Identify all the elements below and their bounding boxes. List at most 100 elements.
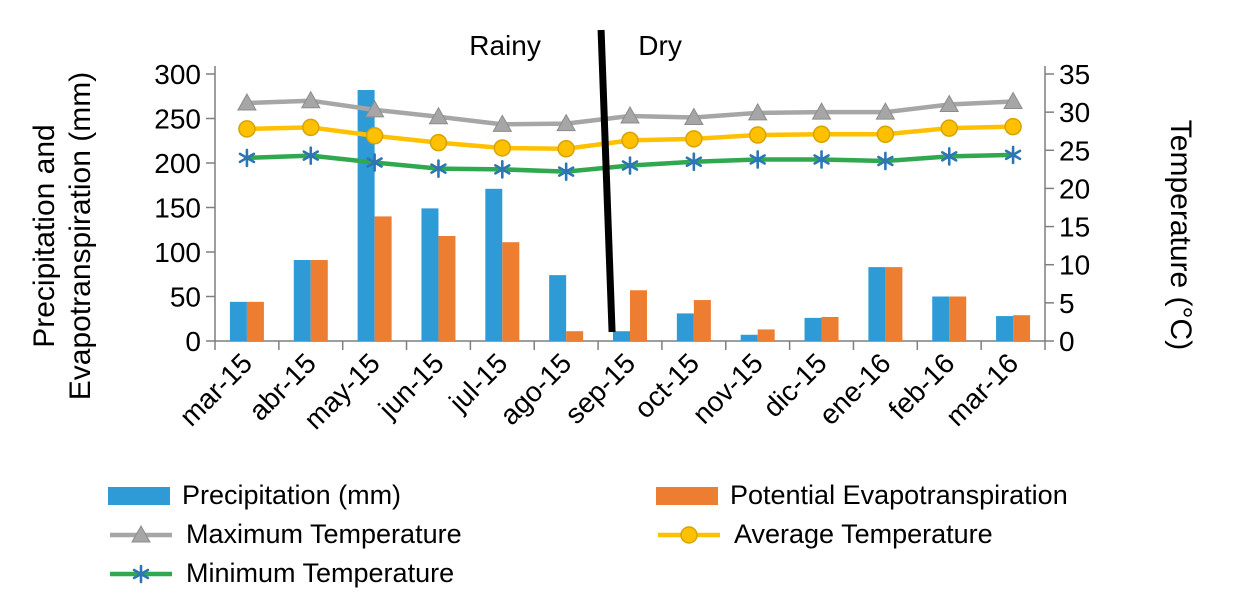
triangle-marker bbox=[237, 92, 257, 111]
triangle-marker bbox=[747, 102, 768, 121]
right-axis-tick-label: 15 bbox=[1059, 212, 1090, 243]
bar-precipitation-mar-16 bbox=[996, 316, 1014, 341]
bar-precipitation-sep-15 bbox=[613, 331, 630, 341]
legend-label-precipitation: Precipitation (mm) bbox=[182, 480, 402, 510]
circle-marker bbox=[940, 119, 958, 137]
circle-marker bbox=[621, 131, 639, 150]
right-axis-tick-label: 20 bbox=[1059, 173, 1090, 204]
legend-item-precipitation: Precipitation (mm) bbox=[108, 480, 656, 511]
rainy-season-label: Rainy bbox=[469, 30, 541, 61]
bar-precipitation-mar-15 bbox=[229, 301, 247, 341]
bar-precipitation-jul-15 bbox=[485, 188, 503, 341]
left-axis-tick-label: 250 bbox=[154, 104, 201, 135]
bar-precipitation-nov-15 bbox=[740, 334, 758, 341]
circle-marker bbox=[238, 120, 256, 138]
legend-line-swatch-graphic bbox=[110, 524, 172, 542]
bar-precipitation-may-15 bbox=[357, 90, 375, 342]
right-axis-tick-label: 25 bbox=[1059, 135, 1090, 166]
left-axis-tick-label: 150 bbox=[154, 193, 201, 224]
legend-line-swatch-graphic bbox=[658, 525, 720, 544]
left-axis-tick-label: 0 bbox=[185, 326, 201, 357]
asterisk-marker bbox=[366, 157, 383, 168]
x-axis-tick-label: mar-16 bbox=[940, 347, 1025, 432]
right-axis-tick-label: 10 bbox=[1059, 250, 1090, 281]
legend: Precipitation (mm) Potential Evapotransp… bbox=[108, 480, 1068, 589]
minimum-temperature-swatch bbox=[108, 562, 174, 586]
circle-marker bbox=[429, 133, 448, 152]
asterisk-marker bbox=[1004, 149, 1022, 161]
triangle-marker bbox=[364, 99, 385, 118]
left-axis-tick-label: 50 bbox=[170, 282, 201, 313]
legend-label-average-temperature: Average Temperature bbox=[734, 519, 993, 549]
bar-precipitation-ene-16 bbox=[868, 267, 886, 341]
circle-marker bbox=[365, 127, 384, 145]
bar-evapotranspiration-mar-15 bbox=[246, 301, 264, 341]
triangle-marker bbox=[1003, 91, 1023, 109]
bar-evapotranspiration-jun-15 bbox=[438, 235, 456, 341]
bar-precipitation-jun-15 bbox=[421, 208, 439, 341]
legend-label-potential-evapotranspiration: Potential Evapotranspiration bbox=[730, 480, 1068, 510]
triangle-marker bbox=[428, 106, 449, 125]
bar-evapotranspiration-sep-15 bbox=[630, 290, 647, 341]
bar-evapotranspiration-feb-16 bbox=[949, 296, 967, 341]
left-axis-tick-label: 300 bbox=[154, 59, 201, 90]
asterisk-marker bbox=[685, 156, 703, 168]
bar-precipitation-dic-15 bbox=[804, 317, 822, 341]
circle-marker bbox=[685, 130, 703, 148]
triangle-marker bbox=[939, 94, 960, 113]
x-axis-tick-label: sep-15 bbox=[559, 347, 641, 429]
circle-marker bbox=[748, 126, 767, 144]
triangle-marker bbox=[875, 102, 896, 120]
asterisk-marker bbox=[621, 160, 639, 171]
bar-evapotranspiration-nov-15 bbox=[757, 329, 775, 341]
legend-item-maximum-temperature: Maximum Temperature bbox=[108, 519, 656, 550]
circle-marker bbox=[876, 125, 895, 144]
x-axis-tick-label: nov-15 bbox=[686, 347, 768, 429]
season-divider-line bbox=[597, 29, 616, 333]
bar-evapotranspiration-oct-15 bbox=[693, 300, 711, 341]
bar-evapotranspiration-ago-15 bbox=[566, 331, 584, 341]
circle-marker bbox=[1004, 117, 1022, 136]
x-axis-tick-label: jun-15 bbox=[372, 347, 450, 425]
x-axis-tick-label: ago-15 bbox=[494, 347, 578, 431]
circle-marker bbox=[680, 525, 698, 544]
bar-precipitation-abr-15 bbox=[293, 260, 311, 341]
bar-evapotranspiration-may-15 bbox=[374, 216, 392, 341]
right-axis-tick-label: 0 bbox=[1059, 326, 1075, 357]
bar-precipitation-oct-15 bbox=[676, 313, 694, 341]
asterisk-marker bbox=[494, 164, 511, 175]
right-axis-tick-label: 30 bbox=[1059, 97, 1090, 128]
asterisk-marker bbox=[813, 154, 830, 165]
triangle-marker bbox=[300, 90, 321, 109]
x-axis-tick-label: ene-16 bbox=[813, 347, 897, 431]
asterisk-marker bbox=[430, 163, 447, 174]
right-axis-tick-label: 35 bbox=[1059, 59, 1090, 90]
legend-item-minimum-temperature: Minimum Temperature bbox=[108, 558, 656, 589]
asterisk-marker bbox=[302, 150, 319, 161]
legend-item-potential-evapotranspiration: Potential Evapotranspiration bbox=[656, 480, 1068, 511]
bar-precipitation-ago-15 bbox=[549, 275, 567, 341]
x-axis-tick-label: mar-15 bbox=[174, 347, 259, 432]
circle-marker bbox=[557, 140, 575, 158]
dry-season-label: Dry bbox=[638, 30, 682, 61]
precipitation-swatch bbox=[108, 486, 170, 505]
left-axis-tick-label: 200 bbox=[154, 148, 201, 179]
triangle-marker bbox=[620, 105, 640, 124]
triangle-marker bbox=[131, 524, 151, 542]
asterisk-marker bbox=[238, 152, 256, 164]
asterisk-marker bbox=[749, 154, 766, 165]
right-axis-tick-label: 5 bbox=[1059, 288, 1075, 319]
bar-evapotranspiration-abr-15 bbox=[310, 260, 328, 341]
legend-item-average-temperature: Average Temperature bbox=[656, 519, 1068, 550]
legend-label-maximum-temperature: Maximum Temperature bbox=[186, 519, 462, 549]
triangle-marker bbox=[811, 102, 832, 120]
legend-label-minimum-temperature: Minimum Temperature bbox=[186, 558, 455, 588]
average-temperature-swatch bbox=[656, 523, 722, 547]
bar-precipitation-feb-16 bbox=[932, 296, 950, 341]
asterisk-marker bbox=[557, 166, 575, 177]
asterisk-marker bbox=[132, 568, 150, 579]
bar-evapotranspiration-dic-15 bbox=[821, 316, 839, 341]
asterisk-marker bbox=[877, 155, 894, 167]
